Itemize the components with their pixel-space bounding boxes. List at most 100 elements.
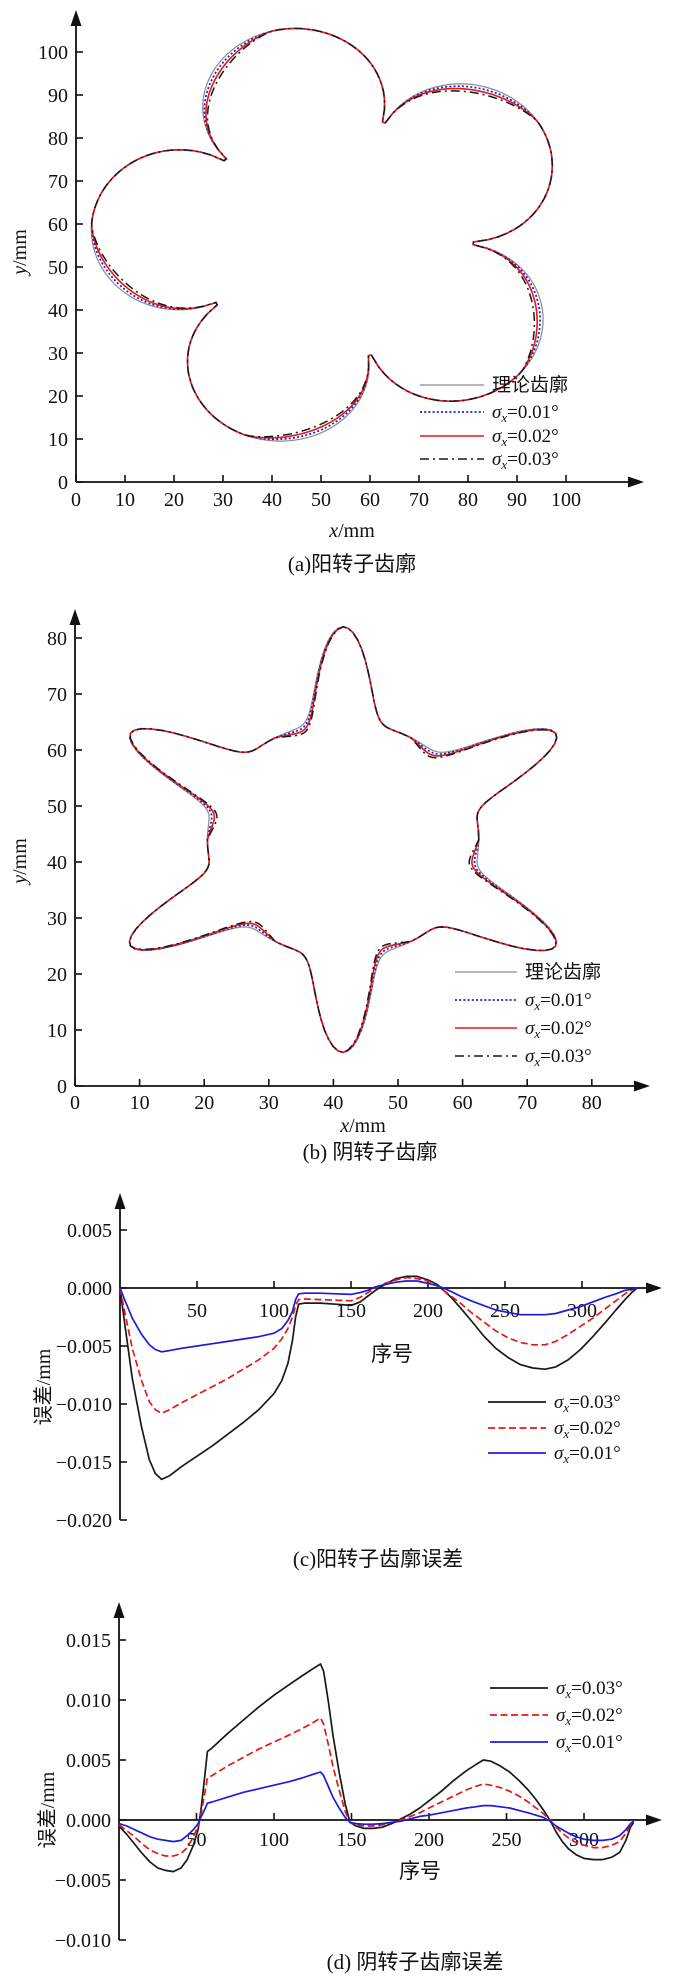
- svg-text:70: 70: [47, 684, 67, 706]
- svg-text:0: 0: [58, 472, 68, 494]
- svg-text:80: 80: [458, 489, 478, 511]
- svg-text:10: 10: [115, 489, 135, 511]
- series-理论齿廓: [128, 626, 558, 1054]
- axes: 0 10 20 30 40 50 60 70 80 0 10 20 30 40 50 60 70 80 x/mm y/…: [9, 609, 650, 1137]
- svg-text:0.000: 0.000: [66, 1810, 111, 1832]
- svg-text:σx=0.03°: σx=0.03°: [556, 1678, 623, 1701]
- svg-text:0.000: 0.000: [67, 1278, 112, 1300]
- svg-text:50: 50: [47, 796, 67, 818]
- plot-area: 50 100 150 200 250 3000.0050.000−0.005−0.010−…: [32, 1193, 662, 1532]
- series-σ_x=0.01°: [118, 1771, 635, 1843]
- series-理论齿廓: [90, 27, 553, 442]
- male-rotor-error-plot: 50 100 150 200 250 3000.0050.000−0.005−0.010−…: [32, 1193, 662, 1532]
- svg-text:40: 40: [262, 489, 282, 511]
- svg-text:40: 40: [48, 300, 68, 322]
- svg-text:200: 200: [414, 1829, 444, 1851]
- svg-text:20: 20: [164, 489, 184, 511]
- series-σ_x=0.02°: [118, 1717, 635, 1857]
- svg-text:序号: 序号: [399, 1859, 441, 1883]
- svg-text:80: 80: [582, 1092, 602, 1114]
- svg-text:−0.010: −0.010: [56, 1394, 112, 1416]
- svg-text:10: 10: [47, 1020, 67, 1042]
- panel-male-rotor-error: 50 100 150 200 250 300 0.005 0.000 −0.005 −0.010−…: [0, 1165, 674, 1571]
- legend: 理论齿廓 σx=0.01° σx=0.02° σx=0.03°: [455, 961, 601, 1069]
- svg-text:σx=0.01°: σx=0.01°: [556, 1732, 623, 1755]
- svg-text:y/mm: y/mm: [9, 838, 31, 886]
- axes: 0 10 20 30 40 50 60 70 80 90 100 0 10 20 30 40 50 60 70 80 9…: [9, 10, 644, 542]
- svg-text:误差/mm: 误差/mm: [32, 1348, 55, 1425]
- svg-text:σx=0.01°: σx=0.01°: [525, 990, 592, 1013]
- svg-text:150: 150: [336, 1300, 366, 1322]
- series-σ_x=0.02°: [128, 625, 558, 1054]
- svg-text:70: 70: [409, 489, 429, 511]
- svg-text:50: 50: [187, 1829, 207, 1851]
- svg-text:y/mm: y/mm: [9, 229, 31, 277]
- svg-text:30: 30: [48, 343, 68, 365]
- svg-text:0.015: 0.015: [66, 1630, 111, 1652]
- svg-text:误差/mm: 误差/mm: [36, 1771, 59, 1848]
- series-σ_x=0.03°: [119, 1275, 638, 1481]
- series-σ_x=0.01°: [119, 1280, 638, 1353]
- svg-text:σx=0.03°: σx=0.03°: [525, 1046, 592, 1069]
- svg-text:40: 40: [47, 852, 67, 874]
- axes: 50 100 150 200 250 3000.0150.0100.0050.000−0.…: [36, 1602, 662, 1952]
- female-rotor-profile-plot: 0 10 20 30 40 50 60 70 80 0 10 20 30 40 50 60 70 80 x/mm y/…: [9, 609, 650, 1137]
- svg-text:30: 30: [259, 1092, 279, 1114]
- panel-female-rotor-error: 50 100 150 200 250 300 0.015 0.010 0.005 0.000 −0.…: [0, 1570, 674, 1975]
- svg-text:20: 20: [194, 1092, 214, 1114]
- plot-area: 50 100 150 200 250 3000.0150.0100.0050.000−0.…: [36, 1602, 662, 1952]
- plot-area: 0 10 20 30 40 50 60 70 80 0 10 20 30 40 50 60 70 80 x/mm y/…: [9, 609, 650, 1137]
- svg-text:90: 90: [507, 489, 527, 511]
- svg-text:300: 300: [567, 1300, 597, 1322]
- legend: 理论齿廓 σx=0.01°σx=0.02°σx=0.03°: [420, 374, 568, 472]
- svg-text:0.005: 0.005: [66, 1750, 111, 1772]
- svg-text:x/mm: x/mm: [339, 1115, 386, 1137]
- svg-text:理论齿廓: 理论齿廓: [525, 961, 601, 983]
- series-σ_x=0.03°: [128, 625, 558, 1054]
- svg-text:σx=0.01°: σx=0.01°: [554, 1443, 621, 1466]
- svg-text:0.010: 0.010: [66, 1690, 111, 1712]
- svg-text:30: 30: [213, 489, 233, 511]
- svg-text:100: 100: [38, 42, 68, 64]
- svg-text:100: 100: [259, 1300, 289, 1322]
- svg-text:0.005: 0.005: [67, 1220, 112, 1242]
- legend: σx=0.03° σx=0.02° σx=0.01°: [490, 1678, 623, 1755]
- series-σ_x=0.03°: [90, 27, 554, 438]
- svg-text:序号: 序号: [371, 1342, 413, 1366]
- svg-text:σx=0.02°: σx=0.02°: [525, 1018, 592, 1041]
- series-σ_x=0.02°: [90, 27, 554, 439]
- svg-text:80: 80: [47, 628, 67, 650]
- svg-text:100: 100: [259, 1829, 289, 1851]
- series-σ_x=0.03°: [118, 1663, 635, 1873]
- svg-text:σx=0.02°: σx=0.02°: [556, 1705, 623, 1728]
- svg-text:σx=0.01°: σx=0.01°: [492, 402, 559, 425]
- svg-text:60: 60: [48, 214, 68, 236]
- svg-text:50: 50: [187, 1300, 207, 1322]
- svg-text:0: 0: [57, 1076, 67, 1098]
- svg-text:−0.005: −0.005: [55, 1870, 111, 1892]
- svg-text:70: 70: [517, 1092, 537, 1114]
- svg-text:60: 60: [453, 1092, 473, 1114]
- svg-text:60: 60: [360, 489, 380, 511]
- svg-text:20: 20: [48, 386, 68, 408]
- svg-text:理论齿廓: 理论齿廓: [492, 374, 568, 396]
- axes: 50 100 150 200 250 3000.0050.000−0.005−0.010−…: [32, 1193, 662, 1532]
- svg-text:80: 80: [48, 128, 68, 150]
- svg-text:σx=0.03°: σx=0.03°: [492, 449, 559, 472]
- svg-text:200: 200: [413, 1300, 443, 1322]
- svg-text:0: 0: [70, 1092, 80, 1114]
- svg-text:50: 50: [388, 1092, 408, 1114]
- svg-text:50: 50: [311, 489, 331, 511]
- svg-text:−0.015: −0.015: [56, 1452, 112, 1474]
- series-σ_x=0.01°: [128, 625, 558, 1054]
- svg-text:10: 10: [48, 429, 68, 451]
- svg-text:50: 50: [48, 257, 68, 279]
- svg-text:σx=0.02°: σx=0.02°: [492, 426, 559, 449]
- svg-text:250: 250: [492, 1829, 522, 1851]
- svg-text:10: 10: [130, 1092, 150, 1114]
- female-rotor-error-plot: 50 100 150 200 250 3000.0150.0100.0050.000−0.…: [36, 1602, 662, 1952]
- series-σ_x=0.01°: [90, 27, 554, 441]
- svg-text:σx=0.02°: σx=0.02°: [554, 1418, 621, 1441]
- svg-text:30: 30: [47, 908, 67, 930]
